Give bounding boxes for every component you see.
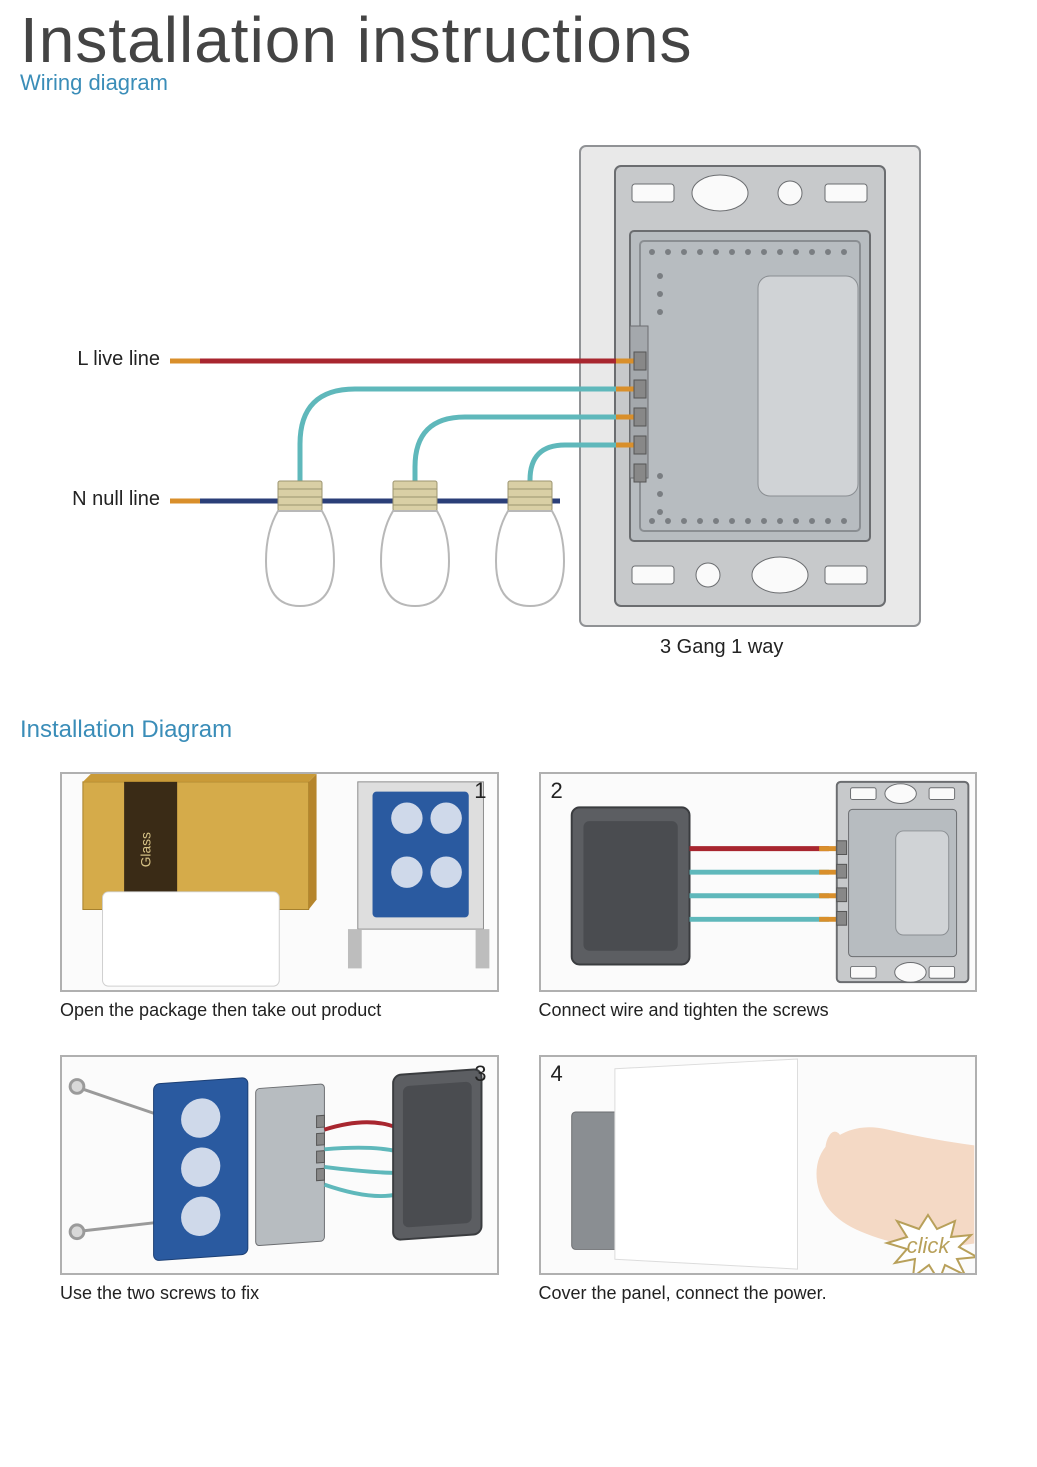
click-burst: click bbox=[873, 1211, 977, 1275]
step-4: 4 click Cover the panel, connect the pow… bbox=[539, 1055, 978, 1304]
step-1-caption: Open the package then take out product bbox=[60, 1000, 499, 1021]
wiring-svg bbox=[20, 136, 1020, 676]
step-1-number: 1 bbox=[474, 778, 486, 804]
step-1: 1 Glass Open the bbox=[60, 772, 499, 1021]
steps-grid: 1 Glass Open the bbox=[20, 772, 1017, 1304]
installation-subtitle: Installation Diagram bbox=[20, 716, 1017, 744]
step-4-number: 4 bbox=[551, 1061, 563, 1087]
step-2: 2 bbox=[539, 772, 978, 1021]
page-title: Installation instructions bbox=[20, 0, 1017, 72]
svg-text:Glass: Glass bbox=[139, 832, 154, 867]
step-3-caption: Use the two screws to fix bbox=[60, 1283, 499, 1304]
step-3-image: 3 bbox=[60, 1055, 499, 1275]
click-label: click bbox=[907, 1233, 950, 1259]
step-4-caption: Cover the panel, connect the power. bbox=[539, 1283, 978, 1304]
step-3-number: 3 bbox=[474, 1061, 486, 1087]
wiring-diagram: L live line N null line 3 Gang 1 way bbox=[20, 136, 1017, 676]
terminals bbox=[630, 326, 648, 478]
step-1-image: 1 Glass bbox=[60, 772, 499, 992]
step-3: 3 bbox=[60, 1055, 499, 1304]
step-2-caption: Connect wire and tighten the screws bbox=[539, 1000, 978, 1021]
step-4-image: 4 click bbox=[539, 1055, 978, 1275]
step-2-number: 2 bbox=[551, 778, 563, 804]
step-2-image: 2 bbox=[539, 772, 978, 992]
